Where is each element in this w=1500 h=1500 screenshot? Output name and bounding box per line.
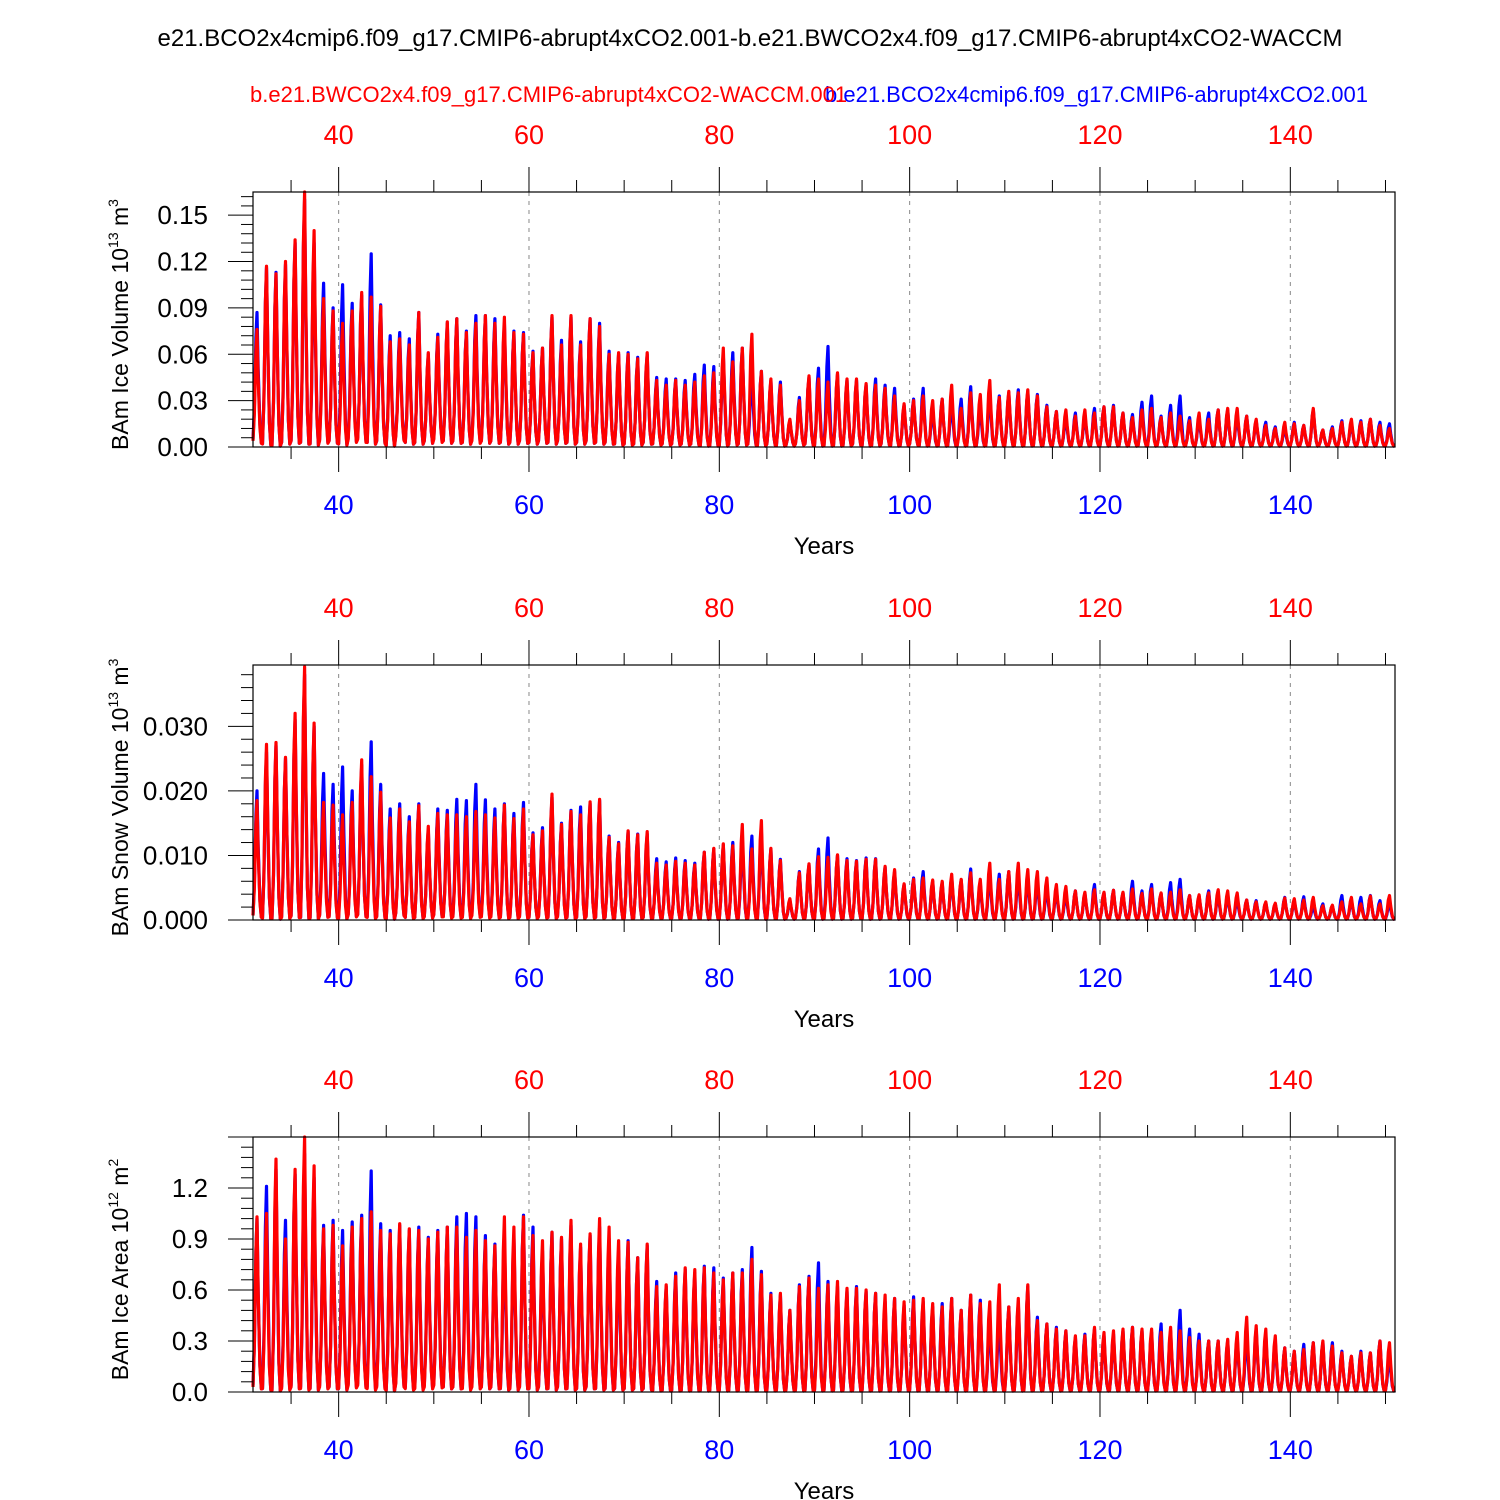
y-tick-label: 0.030: [143, 711, 208, 741]
x-tick-label-top: 80: [704, 120, 734, 150]
legend-label-red: b.e21.BWCO2x4.f09_g17.CMIP6-abrupt4xCO2-…: [250, 82, 847, 107]
y-tick-label: 0.020: [143, 776, 208, 806]
plot-frame: [252, 1136, 1396, 1393]
x-tick-label-top: 40: [324, 1065, 354, 1095]
y-tick-label: 0.0: [172, 1377, 208, 1407]
x-tick-label-top: 140: [1268, 1065, 1313, 1095]
x-tick-label-bottom: 120: [1077, 1435, 1122, 1465]
x-tick-label-top: 120: [1077, 1065, 1122, 1095]
chart-panel-ice-volume: 0.00 0.03 0.06 0.09 0.12 0.15 40 40 60 60 80 80 100 1…: [105, 120, 1396, 560]
y-tick-label: 0.3: [172, 1326, 208, 1356]
x-tick-label-bottom: 100: [887, 963, 932, 993]
x-tick-label-bottom: 80: [704, 963, 734, 993]
plot-frame: [252, 191, 1396, 448]
y-axis-label: BAm Ice Volume 1013 m3: [105, 199, 133, 450]
x-tick-label-top: 40: [324, 120, 354, 150]
x-tick-label-bottom: 140: [1268, 490, 1313, 520]
plot-frame: [252, 664, 1396, 921]
y-axis-label: BAm Ice Area 1012 m2: [105, 1159, 133, 1381]
x-tick-label-bottom: 120: [1077, 490, 1122, 520]
x-tick-label-bottom: 40: [324, 490, 354, 520]
x-tick-label-top: 60: [514, 120, 544, 150]
x-tick-label-top: 40: [324, 593, 354, 623]
x-tick-label-bottom: 80: [704, 1435, 734, 1465]
x-axis-label: Years: [794, 1478, 855, 1500]
x-tick-label-bottom: 140: [1268, 1435, 1313, 1465]
x-tick-label-bottom: 60: [514, 490, 544, 520]
x-tick-label-top: 80: [704, 593, 734, 623]
series-line-red: [251, 190, 1396, 448]
x-axis-label: Years: [794, 533, 855, 560]
y-tick-label: 0.010: [143, 840, 208, 870]
y-tick-label: 0.06: [157, 339, 208, 369]
x-tick-label-bottom: 100: [887, 490, 932, 520]
x-tick-label-bottom: 40: [324, 963, 354, 993]
series-line-red: [251, 665, 1396, 921]
chart-panel-snow-volume: 0.000 0.010 0.020 0.030 40 40 60 60 80 80 100 100 12…: [105, 593, 1396, 1033]
x-tick-label-bottom: 40: [324, 1435, 354, 1465]
series-line-blue: [251, 198, 1396, 448]
x-tick-label-bottom: 60: [514, 963, 544, 993]
series-line-blue: [251, 673, 1396, 921]
x-tick-label-top: 100: [887, 1065, 932, 1095]
y-tick-label: 0.000: [143, 905, 208, 935]
legend-label-blue: b.e21.BCO2x4cmip6.f09_g17.CMIP6-abrupt4x…: [825, 82, 1368, 107]
y-tick-label: 0.6: [172, 1275, 208, 1305]
y-tick-label: 0.9: [172, 1224, 208, 1254]
x-tick-label-top: 100: [887, 593, 932, 623]
y-tick-label: 0.00: [157, 432, 208, 462]
series-line-red: [251, 1135, 1396, 1393]
y-tick-label: 1.2: [172, 1173, 208, 1203]
x-tick-label-top: 140: [1268, 593, 1313, 623]
x-tick-label-bottom: 140: [1268, 963, 1313, 993]
x-tick-label-top: 120: [1077, 120, 1122, 150]
x-tick-label-bottom: 80: [704, 490, 734, 520]
y-tick-label: 0.12: [157, 247, 208, 277]
x-axis-label: Years: [794, 1006, 855, 1033]
chart-panel-ice-area: 0.0 0.3 0.6 0.9 1.2 40 40 60 60 80 80 100 100 120 120 1…: [105, 1065, 1396, 1500]
x-tick-label-top: 60: [514, 593, 544, 623]
x-tick-label-bottom: 60: [514, 1435, 544, 1465]
x-tick-label-top: 140: [1268, 120, 1313, 150]
y-tick-label: 0.09: [157, 293, 208, 323]
y-tick-label: 0.03: [157, 386, 208, 416]
figure-title: e21.BCO2x4cmip6.f09_g17.CMIP6-abrupt4xCO…: [158, 25, 1343, 52]
x-tick-label-top: 80: [704, 1065, 734, 1095]
x-tick-label-top: 60: [514, 1065, 544, 1095]
x-tick-label-top: 100: [887, 120, 932, 150]
x-tick-label-top: 120: [1077, 593, 1122, 623]
x-tick-label-bottom: 100: [887, 1435, 932, 1465]
x-tick-label-bottom: 120: [1077, 963, 1122, 993]
y-tick-label: 0.15: [157, 200, 208, 230]
y-axis-label: BAm Snow Volume 1013 m3: [105, 658, 133, 936]
